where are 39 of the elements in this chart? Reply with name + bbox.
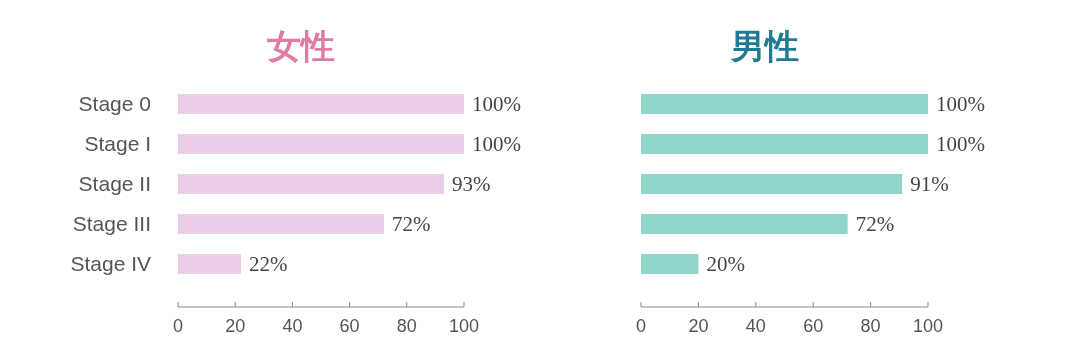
- x-tick-label: 20: [225, 316, 246, 336]
- x-tick-label: 100: [448, 316, 480, 336]
- bar: [178, 174, 444, 194]
- y-tick-label: Stage II: [78, 172, 151, 195]
- bar: [178, 94, 464, 114]
- data-label: 100%: [936, 92, 985, 116]
- data-label: 100%: [472, 132, 521, 156]
- x-tick-label: 40: [282, 316, 303, 336]
- bar: [641, 254, 699, 274]
- x-tick-label: 60: [803, 316, 824, 336]
- y-tick-label: Stage I: [84, 132, 151, 155]
- bar: [641, 174, 903, 194]
- x-tick-label: 60: [339, 316, 360, 336]
- data-label: 93%: [451, 172, 491, 196]
- y-tick-label: Stage 0: [78, 92, 151, 115]
- bar: [641, 214, 848, 234]
- bar: [178, 214, 384, 234]
- x-tick-label: 0: [635, 316, 647, 336]
- bar: [641, 134, 928, 154]
- y-tick-label: Stage IV: [70, 252, 151, 275]
- bar: [178, 254, 241, 274]
- bar: [641, 94, 928, 114]
- chart-title: 男性: [729, 26, 799, 66]
- x-tick-label: 20: [688, 316, 709, 336]
- x-tick-label: 80: [396, 316, 417, 336]
- data-label: 72%: [855, 212, 895, 236]
- data-label: 72%: [391, 212, 431, 236]
- data-label: 20%: [706, 252, 745, 276]
- x-tick-label: 80: [860, 316, 881, 336]
- x-tick-label: 40: [745, 316, 766, 336]
- data-label: 91%: [910, 172, 949, 196]
- y-tick-label: Stage III: [72, 212, 151, 235]
- bar: [178, 134, 464, 154]
- data-label: 100%: [936, 132, 985, 156]
- data-label: 100%: [472, 92, 521, 116]
- chart-title: 女性: [266, 26, 335, 66]
- data-label: 22%: [248, 252, 288, 276]
- x-tick-label: 100: [912, 316, 944, 336]
- x-tick-label: 0: [172, 316, 184, 336]
